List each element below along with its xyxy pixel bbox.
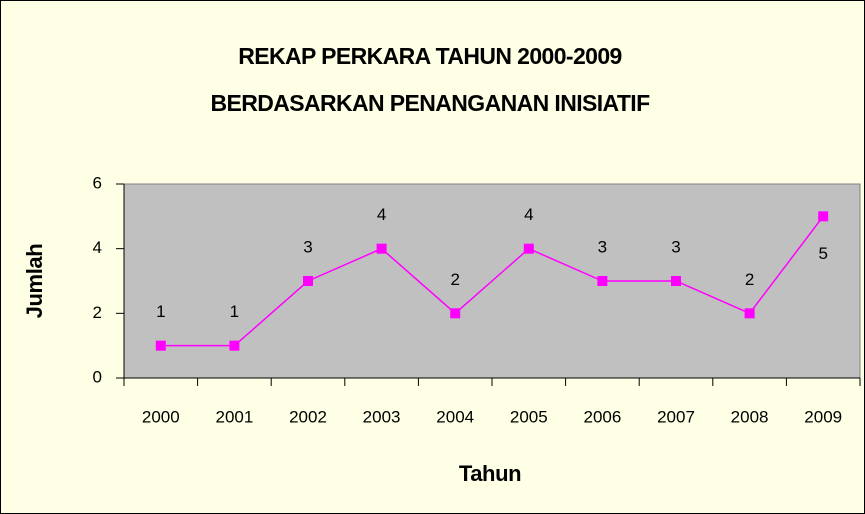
x-tick-label: 2007 xyxy=(657,407,695,426)
data-label: 1 xyxy=(230,302,239,321)
y-tick-label: 4 xyxy=(93,238,102,257)
data-point xyxy=(450,308,461,319)
data-label: 3 xyxy=(598,237,607,256)
x-tick-label: 2003 xyxy=(363,407,401,426)
x-tick-label: 2001 xyxy=(215,407,253,426)
y-tick-label: 6 xyxy=(93,173,102,192)
x-tick-label: 2002 xyxy=(289,407,327,426)
y-axis-title: Jumlah xyxy=(22,244,47,319)
data-point xyxy=(744,308,755,319)
data-label: 4 xyxy=(377,205,386,224)
data-label: 2 xyxy=(450,270,459,289)
y-tick-label: 2 xyxy=(93,303,102,322)
data-point xyxy=(523,243,534,254)
data-label: 4 xyxy=(524,205,533,224)
x-tick-label: 2000 xyxy=(142,407,180,426)
chart-subtitle: BERDASARKAN PENANGANAN INISIATIF xyxy=(210,90,650,116)
data-point xyxy=(376,243,387,254)
y-tick-label: 0 xyxy=(93,367,102,386)
data-line xyxy=(160,215,824,347)
x-tick-label: 2006 xyxy=(583,407,621,426)
data-label: 2 xyxy=(745,270,754,289)
x-tick-label: 2008 xyxy=(731,407,769,426)
data-point xyxy=(155,340,166,351)
x-axis-title: Tahun xyxy=(459,461,521,486)
chart-title: REKAP PERKARA TAHUN 2000-2009 xyxy=(238,43,622,69)
x-tick-label: 2004 xyxy=(436,407,474,426)
data-point xyxy=(818,211,829,222)
data-point xyxy=(303,276,313,286)
x-tick-label: 2009 xyxy=(804,407,842,426)
x-tick-label: 2005 xyxy=(510,407,548,426)
data-point xyxy=(229,340,240,351)
data-label: 5 xyxy=(818,244,827,263)
data-label: 3 xyxy=(303,237,312,256)
data-label: 1 xyxy=(156,302,165,321)
data-point xyxy=(597,276,608,286)
data-label: 3 xyxy=(671,237,680,256)
data-point xyxy=(671,276,681,286)
